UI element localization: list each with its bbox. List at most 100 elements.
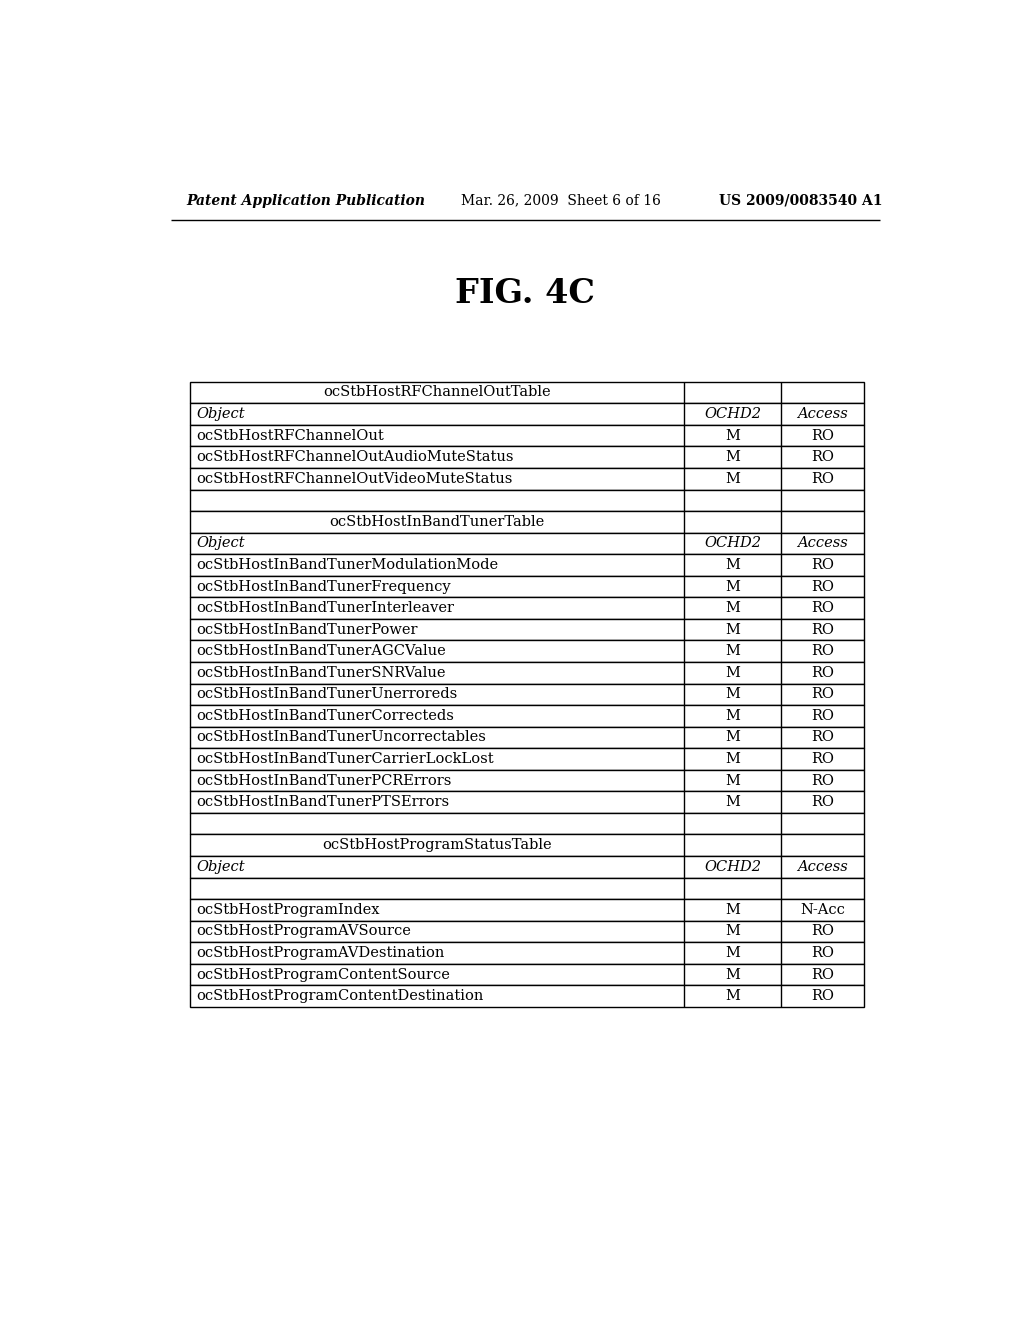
Text: Object: Object xyxy=(197,859,245,874)
Text: ocStbHostRFChannelOut: ocStbHostRFChannelOut xyxy=(197,429,384,442)
Bar xyxy=(190,404,864,425)
Bar xyxy=(190,878,864,899)
Text: Access: Access xyxy=(797,536,848,550)
Text: M: M xyxy=(725,903,740,917)
Text: OCHD2: OCHD2 xyxy=(705,407,761,421)
Text: ocStbHostInBandTunerFrequency: ocStbHostInBandTunerFrequency xyxy=(197,579,451,594)
Text: M: M xyxy=(725,795,740,809)
Text: M: M xyxy=(725,623,740,636)
Bar xyxy=(190,726,864,748)
Text: ocStbHostInBandTunerAGCValue: ocStbHostInBandTunerAGCValue xyxy=(197,644,445,659)
Bar xyxy=(190,554,864,576)
Text: M: M xyxy=(725,968,740,982)
Text: ocStbHostInBandTunerSNRValue: ocStbHostInBandTunerSNRValue xyxy=(197,665,445,680)
Text: ocStbHostInBandTunerModulationMode: ocStbHostInBandTunerModulationMode xyxy=(197,558,499,572)
Text: M: M xyxy=(725,709,740,723)
Text: Object: Object xyxy=(197,536,245,550)
Text: ocStbHostProgramAVSource: ocStbHostProgramAVSource xyxy=(197,924,411,939)
Text: RO: RO xyxy=(811,665,834,680)
Bar xyxy=(190,663,864,684)
Text: RO: RO xyxy=(811,709,834,723)
Text: RO: RO xyxy=(811,623,834,636)
Text: RO: RO xyxy=(811,558,834,572)
Bar xyxy=(190,511,864,532)
Text: ocStbHostInBandTunerUncorrectables: ocStbHostInBandTunerUncorrectables xyxy=(197,730,486,744)
Bar xyxy=(190,381,864,404)
Text: RO: RO xyxy=(811,730,834,744)
Text: ocStbHostRFChannelOutVideoMuteStatus: ocStbHostRFChannelOutVideoMuteStatus xyxy=(197,471,513,486)
Text: OCHD2: OCHD2 xyxy=(705,859,761,874)
Bar xyxy=(190,490,864,511)
Text: ocStbHostProgramAVDestination: ocStbHostProgramAVDestination xyxy=(197,946,444,960)
Text: M: M xyxy=(725,601,740,615)
Text: M: M xyxy=(725,471,740,486)
Text: RO: RO xyxy=(811,795,834,809)
Text: ocStbHostInBandTunerUnerroreds: ocStbHostInBandTunerUnerroreds xyxy=(197,688,458,701)
Bar xyxy=(190,705,864,726)
Bar xyxy=(190,855,864,878)
Text: Mar. 26, 2009  Sheet 6 of 16: Mar. 26, 2009 Sheet 6 of 16 xyxy=(461,194,662,207)
Text: ocStbHostInBandTunerTable: ocStbHostInBandTunerTable xyxy=(330,515,545,529)
Text: ocStbHostRFChannelOutAudioMuteStatus: ocStbHostRFChannelOutAudioMuteStatus xyxy=(197,450,514,465)
Text: M: M xyxy=(725,579,740,594)
Text: M: M xyxy=(725,924,740,939)
Text: Patent Application Publication: Patent Application Publication xyxy=(186,194,425,207)
Text: RO: RO xyxy=(811,579,834,594)
Bar xyxy=(190,533,864,554)
Text: ocStbHostProgramContentSource: ocStbHostProgramContentSource xyxy=(197,968,451,982)
Text: RO: RO xyxy=(811,429,834,442)
Text: Access: Access xyxy=(797,859,848,874)
Text: M: M xyxy=(725,752,740,766)
Text: M: M xyxy=(725,450,740,465)
Bar xyxy=(190,985,864,1007)
Text: ocStbHostProgramContentDestination: ocStbHostProgramContentDestination xyxy=(197,989,483,1003)
Text: RO: RO xyxy=(811,471,834,486)
Text: M: M xyxy=(725,989,740,1003)
Text: ocStbHostProgramStatusTable: ocStbHostProgramStatusTable xyxy=(323,838,552,853)
Bar xyxy=(190,770,864,791)
Text: M: M xyxy=(725,946,740,960)
Text: FIG. 4C: FIG. 4C xyxy=(455,277,595,310)
Text: RO: RO xyxy=(811,644,834,659)
Text: RO: RO xyxy=(811,688,834,701)
Bar xyxy=(190,425,864,446)
Text: Access: Access xyxy=(797,407,848,421)
Text: Object: Object xyxy=(197,407,245,421)
Text: RO: RO xyxy=(811,450,834,465)
Text: ocStbHostInBandTunerInterleaver: ocStbHostInBandTunerInterleaver xyxy=(197,601,455,615)
Text: M: M xyxy=(725,730,740,744)
Text: RO: RO xyxy=(811,989,834,1003)
Bar xyxy=(190,684,864,705)
Text: ocStbHostRFChannelOutTable: ocStbHostRFChannelOutTable xyxy=(324,385,551,400)
Bar xyxy=(190,748,864,770)
Bar xyxy=(190,813,864,834)
Text: RO: RO xyxy=(811,946,834,960)
Bar xyxy=(190,834,864,857)
Text: ocStbHostInBandTunerCarrierLockLost: ocStbHostInBandTunerCarrierLockLost xyxy=(197,752,494,766)
Text: ocStbHostProgramIndex: ocStbHostProgramIndex xyxy=(197,903,380,917)
Text: M: M xyxy=(725,665,740,680)
Text: M: M xyxy=(725,429,740,442)
Text: ocStbHostInBandTunerPTSErrors: ocStbHostInBandTunerPTSErrors xyxy=(197,795,450,809)
Text: US 2009/0083540 A1: US 2009/0083540 A1 xyxy=(719,194,882,207)
Bar xyxy=(190,921,864,942)
Bar xyxy=(190,964,864,985)
Bar xyxy=(190,640,864,663)
Bar xyxy=(190,576,864,597)
Text: ocStbHostInBandTunerPower: ocStbHostInBandTunerPower xyxy=(197,623,418,636)
Text: RO: RO xyxy=(811,752,834,766)
Text: RO: RO xyxy=(811,924,834,939)
Text: ocStbHostInBandTunerPCRErrors: ocStbHostInBandTunerPCRErrors xyxy=(197,774,452,788)
Text: M: M xyxy=(725,644,740,659)
Text: RO: RO xyxy=(811,601,834,615)
Text: N-Acc: N-Acc xyxy=(800,903,845,917)
Text: RO: RO xyxy=(811,774,834,788)
Text: ocStbHostInBandTunerCorrecteds: ocStbHostInBandTunerCorrecteds xyxy=(197,709,454,723)
Bar xyxy=(190,899,864,921)
Bar xyxy=(190,597,864,619)
Bar xyxy=(190,942,864,964)
Bar xyxy=(190,446,864,469)
Bar xyxy=(190,469,864,490)
Text: RO: RO xyxy=(811,968,834,982)
Bar xyxy=(190,792,864,813)
